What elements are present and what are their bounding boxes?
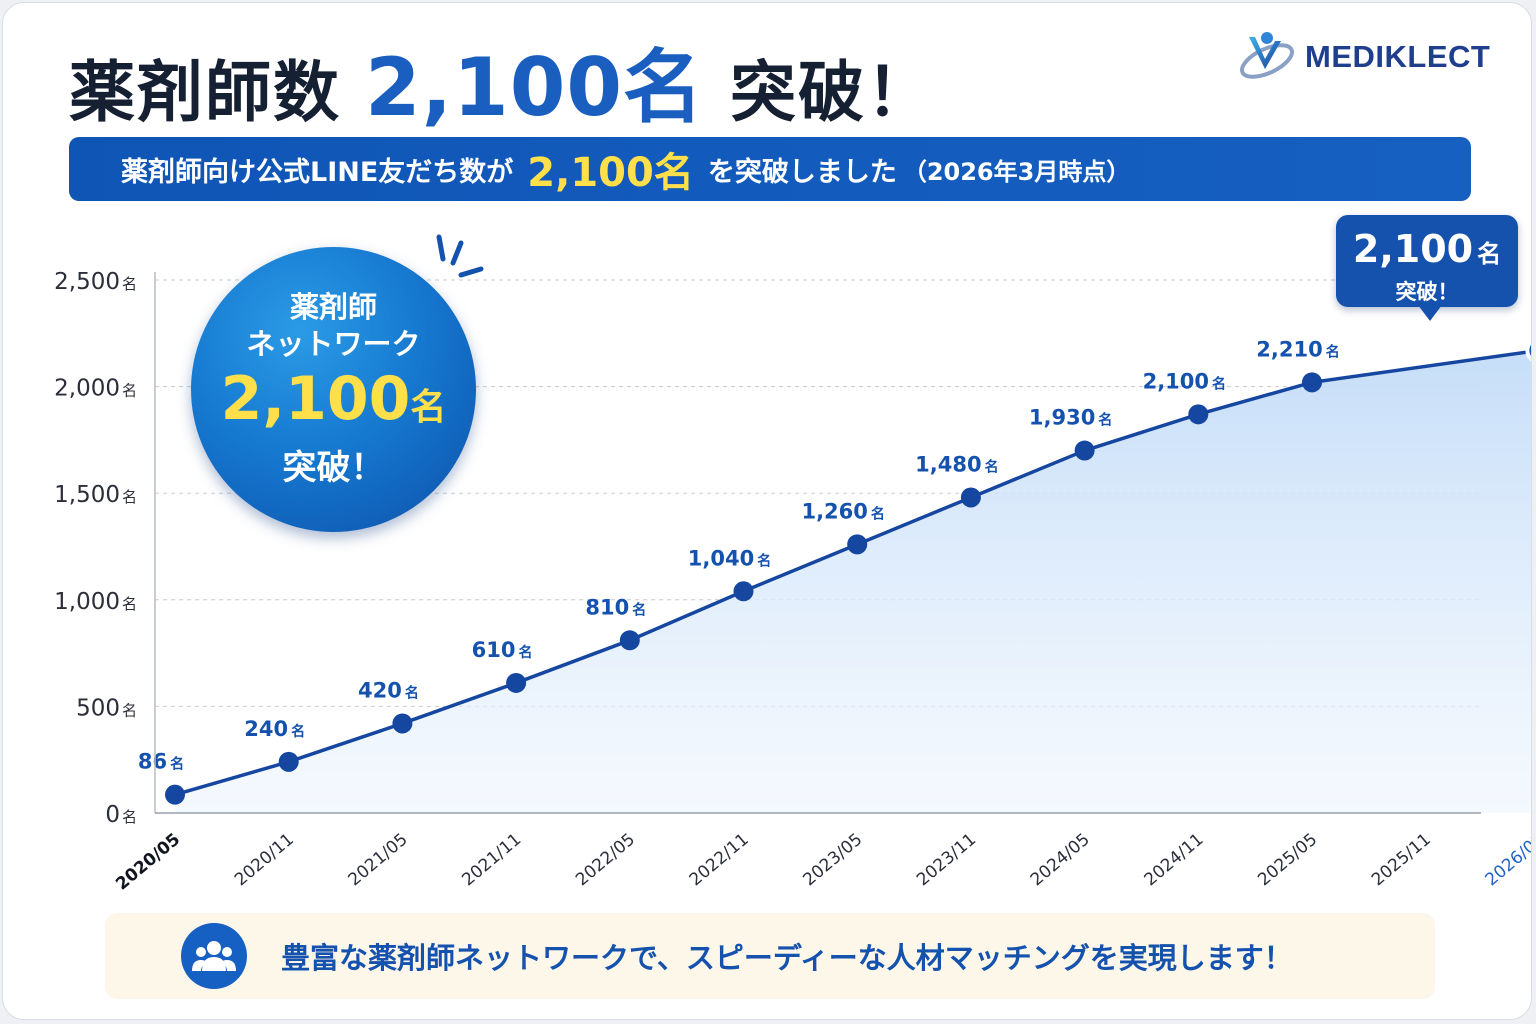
data-label: 810 名 xyxy=(585,595,646,619)
x-tick-label: 2022/05 xyxy=(572,830,639,891)
data-label: 1,930 名 xyxy=(1029,406,1112,430)
growth-line-chart: 86 名 240 名 420 名 610 名 810 名 1,040 名 1,260 名 1,480 名 1,9… xyxy=(54,269,1532,895)
data-point xyxy=(1302,372,1322,393)
data-point xyxy=(733,581,754,602)
title-suffix: 突破！ xyxy=(730,54,935,131)
data-label: 1,260 名 xyxy=(801,499,884,523)
footer-message: 豊富な薬剤師ネットワークで、スピーディーな人材マッチングを実現します！ xyxy=(105,913,1435,999)
data-label: 1,480 名 xyxy=(915,452,998,476)
headline-banner: 薬剤師向け公式LINE友だち数が 2,100名 を突破しました （2026年3月… xyxy=(69,137,1471,201)
data-label-unit: 名 xyxy=(632,601,646,618)
data-label-unit: 名 xyxy=(170,756,184,773)
badge-number-row: 2,100名 xyxy=(221,362,447,445)
x-tick-label: 2020/05 xyxy=(112,830,184,895)
badge-unit: 名 xyxy=(410,387,447,428)
footer-text: 豊富な薬剤師ネットワークで、スピーディーな人材マッチングを実現します！ xyxy=(281,941,1293,975)
data-point-highlight xyxy=(1525,339,1531,362)
series-area xyxy=(175,351,1531,813)
banner-text-after: を突破しました xyxy=(707,156,897,188)
data-label: 1,040 名 xyxy=(688,546,771,570)
y-tick-label: 1,500 名 xyxy=(54,482,137,508)
banner-highlight: 2,100名 xyxy=(527,150,694,196)
data-label-unit: 名 xyxy=(519,644,533,661)
data-point xyxy=(278,751,299,772)
y-tick-unit: 名 xyxy=(122,382,137,400)
x-tick-label: 2025/11 xyxy=(1368,830,1435,891)
x-tick-label: 2021/05 xyxy=(345,830,412,891)
data-label-unit: 名 xyxy=(1098,412,1112,429)
x-tick-label: 2023/11 xyxy=(913,830,980,891)
data-point xyxy=(619,630,640,651)
sparkle-icon xyxy=(436,234,484,278)
y-tick-unit: 名 xyxy=(122,808,137,826)
data-label: 420 名 xyxy=(358,678,419,702)
banner-text-before: 薬剤師向け公式LINE友だち数が xyxy=(121,156,514,188)
x-tick-label: 2021/11 xyxy=(458,830,525,891)
y-tick-label: 2,500 名 xyxy=(54,269,137,295)
callout-text: 突破！ xyxy=(1395,280,1459,304)
badge-line2: ネットワーク xyxy=(246,327,421,361)
data-label-unit: 名 xyxy=(1212,375,1226,392)
data-point xyxy=(847,534,868,555)
y-tick-label: 500 名 xyxy=(76,695,137,721)
mediklect-logo-icon xyxy=(1240,32,1294,79)
brand-logo: MEDIKLECT xyxy=(1235,25,1490,89)
callout-unit: 名 xyxy=(1477,240,1502,268)
data-label-unit: 名 xyxy=(985,458,999,475)
network-badge: 薬剤師 ネットワーク 2,100名 突破！ xyxy=(191,247,476,532)
banner-note: （2026年3月時点） xyxy=(902,157,1131,186)
x-tick-label: 2023/05 xyxy=(799,830,866,891)
title-number: 2,100名 xyxy=(365,41,705,134)
data-label-unit: 名 xyxy=(291,723,305,740)
y-tick-label: 2,000 名 xyxy=(54,376,137,402)
data-point xyxy=(392,713,413,734)
callout-pointer xyxy=(1418,305,1442,321)
logo-text: MEDIKLECT xyxy=(1305,39,1491,74)
page-title: 薬剤師数 2,100名 突破！ xyxy=(69,23,935,134)
data-label-unit: 名 xyxy=(757,552,771,569)
x-tick-label: 2020/11 xyxy=(231,830,298,891)
data-point xyxy=(960,487,981,508)
data-point xyxy=(1188,404,1209,425)
callout-number-row: 2,100 名 xyxy=(1336,223,1518,280)
y-tick-unit: 名 xyxy=(122,595,137,613)
data-label: 2,100 名 xyxy=(1143,369,1226,393)
data-label: 86 名 xyxy=(138,750,184,774)
data-point xyxy=(165,784,185,805)
y-tick-unit: 名 xyxy=(122,275,137,293)
badge-line1: 薬剤師 xyxy=(289,290,377,324)
data-label: 610 名 xyxy=(472,638,533,662)
people-group-icon xyxy=(181,923,247,989)
data-label: 2,210 名 xyxy=(1256,337,1339,361)
milestone-callout: 2,100 名 突破！ xyxy=(1336,215,1518,321)
title-prefix: 薬剤師数 xyxy=(69,54,341,131)
x-tick-label: 2024/11 xyxy=(1141,830,1208,891)
data-label-unit: 名 xyxy=(1326,343,1340,360)
y-tick-unit: 名 xyxy=(122,488,137,506)
y-tick-unit: 名 xyxy=(122,701,137,719)
y-tick-label: 1,000 名 xyxy=(54,589,137,615)
x-tick-label: 2026/03 xyxy=(1482,830,1532,891)
data-label: 240 名 xyxy=(244,717,305,741)
badge-line4: 突破！ xyxy=(282,448,385,488)
data-point xyxy=(506,672,527,693)
data-point xyxy=(1074,440,1095,461)
x-tick-label: 2025/05 xyxy=(1254,830,1321,891)
x-tick-label: 2022/11 xyxy=(686,830,753,891)
data-label-unit: 名 xyxy=(871,505,885,522)
callout-number: 2,100 xyxy=(1352,227,1474,271)
x-tick-label: 2024/05 xyxy=(1027,830,1094,891)
badge-number: 2,100 xyxy=(220,364,411,434)
series-line xyxy=(174,349,1531,797)
data-label-unit: 名 xyxy=(405,684,419,701)
